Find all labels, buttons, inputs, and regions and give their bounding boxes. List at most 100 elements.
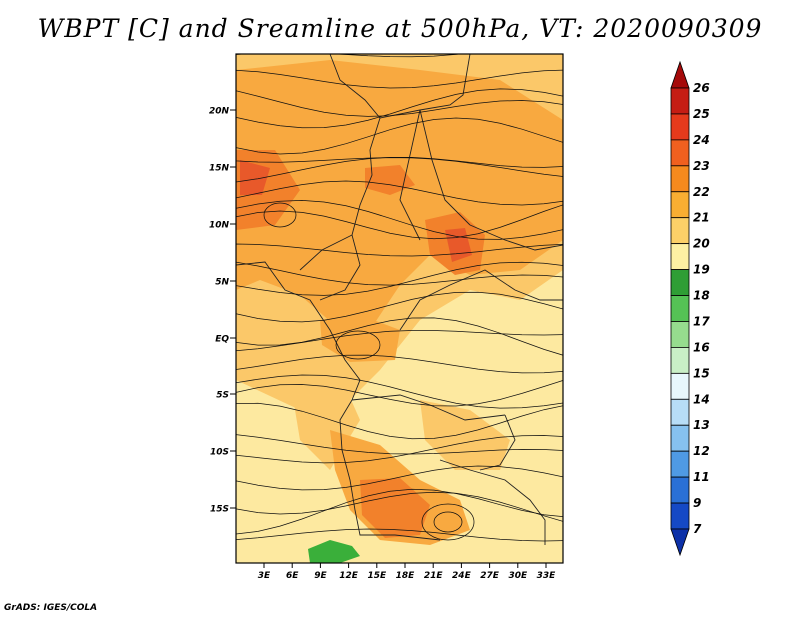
lat-label: 15S — [210, 505, 229, 515]
colorbar-label: 23 — [693, 159, 710, 173]
streamline — [236, 69, 563, 89]
longitude-axis: 3E 6E 9E 12E 15E 18E 21E 24E 27E 30E 33E — [258, 563, 556, 581]
lat-label: 5N — [215, 278, 229, 288]
lon-label: 30E — [508, 571, 528, 581]
colorbar-label: 11 — [693, 470, 710, 484]
streamline — [236, 465, 563, 491]
grads-credit: GrADS: IGES/COLA — [4, 603, 98, 613]
colorbar-label: 7 — [693, 522, 702, 536]
lat-label: 15N — [209, 164, 230, 174]
colorbar-label: 25 — [693, 107, 710, 121]
streamline — [236, 88, 563, 129]
streamline — [236, 204, 563, 240]
country-border — [399, 109, 421, 241]
lon-label: 18E — [396, 571, 416, 581]
colorbar-segment — [670, 502, 690, 530]
wbpt-green-region — [308, 540, 360, 563]
lat-label: EQ — [215, 335, 229, 345]
country-border — [319, 54, 381, 301]
country-border — [399, 269, 563, 331]
streamline-vortex — [335, 330, 381, 360]
country-border — [339, 399, 441, 541]
wbpt-light-orange-region — [420, 400, 510, 470]
streamline — [236, 354, 563, 374]
colorbar-label: 18 — [693, 289, 710, 303]
colorbar-segment — [670, 243, 690, 270]
colorbar-label: 14 — [693, 392, 710, 406]
colorbar-segment — [670, 165, 690, 193]
country-border — [479, 414, 516, 471]
streamline — [236, 374, 563, 409]
lon-label: 27E — [480, 571, 500, 581]
streamline — [236, 434, 563, 455]
colorbar-label: 15 — [693, 366, 710, 380]
colorbar-segment — [670, 372, 690, 400]
colorbar-segment — [670, 398, 690, 426]
country-border — [469, 224, 563, 251]
streamline — [236, 435, 563, 464]
lon-label: 6E — [286, 571, 299, 581]
streamline-vortex — [421, 503, 475, 541]
colorbar-segment — [670, 191, 690, 219]
streamline — [236, 402, 563, 440]
colorbar-segment — [670, 295, 690, 322]
colorbar-label: 20 — [693, 237, 710, 251]
streamline — [236, 488, 563, 535]
chart-title: WBPT [C] and Sreamline at 500hPa, VT: 20… — [37, 14, 763, 43]
colorbar-segment — [670, 113, 690, 141]
colorbar-top-triangle — [670, 60, 690, 89]
lon-label: 33E — [537, 571, 557, 581]
wbpt-red-orange-region — [240, 160, 270, 195]
lon-label: 9E — [314, 571, 327, 581]
lon-label: 24E — [452, 571, 472, 581]
colorbar-segment — [670, 269, 690, 296]
streamline — [236, 528, 563, 542]
streamline — [236, 491, 563, 522]
streamline — [236, 243, 563, 257]
streamline — [236, 261, 563, 296]
colorbar-segment — [670, 321, 690, 348]
lon-label: 21E — [424, 571, 444, 581]
country-border — [439, 459, 546, 545]
colorbar-label: 16 — [693, 340, 710, 354]
lon-label: 3E — [258, 571, 271, 581]
latitude-axis: 20N 15N 10N 5N EQ 5S 10S 15S — [209, 107, 236, 515]
streamline — [236, 200, 563, 240]
streamline — [236, 90, 563, 117]
colorbar-bottom-triangle — [670, 528, 690, 557]
colorbar-label: 19 — [693, 263, 710, 277]
streamline — [236, 54, 463, 60]
streamline — [236, 261, 563, 286]
country-border — [236, 261, 361, 401]
streamline — [236, 291, 563, 323]
lat-label: 5S — [216, 391, 229, 401]
colorbar-segment — [670, 347, 690, 374]
streamline — [236, 317, 563, 356]
streamline — [236, 157, 563, 183]
streamline — [236, 117, 563, 155]
colorbar-label: 26 — [693, 81, 710, 95]
colorbar-label: 12 — [693, 444, 710, 458]
wbpt-red-orange-region — [445, 228, 472, 262]
lat-label: 10N — [209, 221, 230, 231]
colorbar-label: 24 — [693, 133, 710, 147]
colorbar: 26 25 24 23 22 21 20 19 18 17 16 15 14 13 12 11 9 7 — [670, 60, 710, 557]
lon-label: 12E — [339, 571, 359, 581]
lat-label: 10S — [210, 448, 229, 458]
colorbar-label: 9 — [693, 496, 701, 510]
colorbar-segment — [670, 87, 690, 115]
streamline — [236, 180, 563, 206]
streamline-vortex — [433, 511, 463, 533]
streamline — [236, 380, 563, 407]
colorbar-segment — [670, 450, 690, 478]
streamline-vortex — [263, 202, 297, 228]
map-frame — [235, 53, 564, 564]
colorbar-segment — [670, 139, 690, 167]
colorbar-label: 22 — [693, 185, 710, 199]
lat-label: 20N — [209, 107, 230, 117]
colorbar-label: 13 — [693, 418, 710, 432]
colorbar-segment — [670, 476, 690, 504]
colorbar-label: 17 — [693, 314, 710, 328]
colorbar-label: 21 — [693, 211, 710, 225]
